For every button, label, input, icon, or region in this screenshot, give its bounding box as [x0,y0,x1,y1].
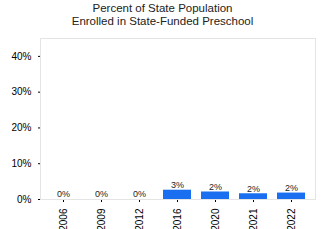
svg-text:0%: 0% [95,189,108,199]
svg-text:2%: 2% [209,182,222,192]
svg-text:2009: 2009 [96,208,107,229]
svg-text:2%: 2% [247,184,260,194]
svg-text:2022: 2022 [286,208,297,229]
svg-text:2021: 2021 [248,208,259,229]
svg-text:2012: 2012 [134,208,145,229]
html-text:Percent of State Population En: Percent of State Population Enrolled in … [71,2,254,27]
svg-text:2020: 2020 [210,208,221,229]
svg-text:0%: 0% [133,189,146,199]
svg-text:2%: 2% [285,183,298,193]
svg-text:40%: 40% [11,51,31,62]
svg-text:0%: 0% [17,194,32,205]
svg-text:30%: 30% [11,86,31,97]
svg-text:0%: 0% [57,189,70,199]
svg-text:2006: 2006 [58,208,69,229]
svg-text:10%: 10% [11,158,31,169]
svg-text:20%: 20% [11,122,31,133]
svg-text:3%: 3% [171,180,184,190]
svg-text:2016: 2016 [172,208,183,229]
